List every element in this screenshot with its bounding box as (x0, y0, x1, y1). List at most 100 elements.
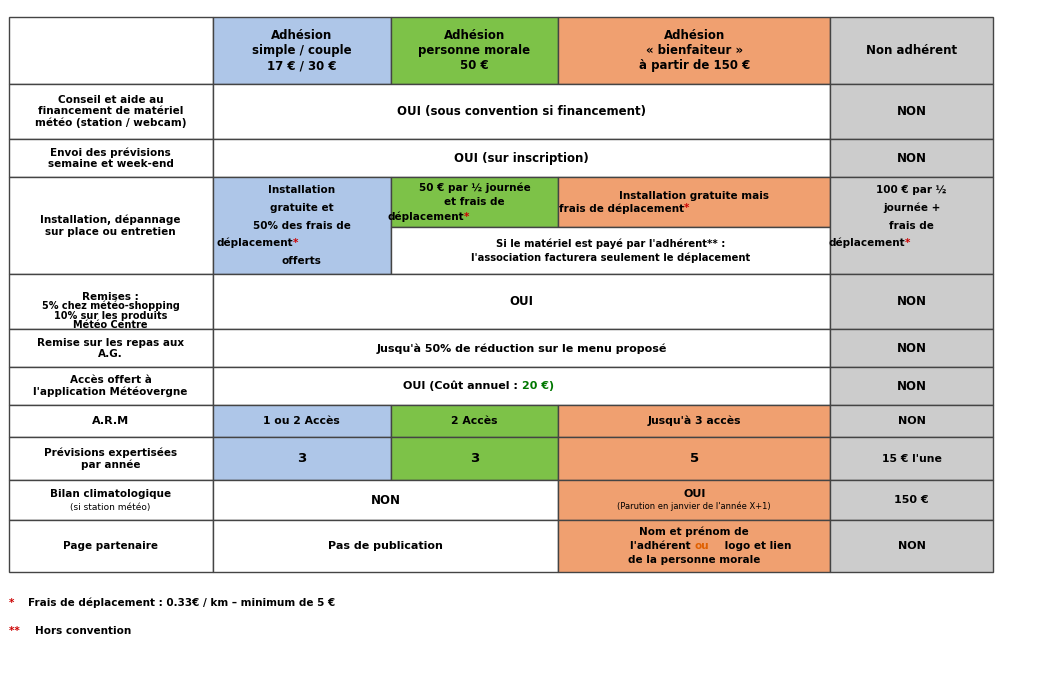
Text: OUI (sous convention si financement): OUI (sous convention si financement) (397, 105, 646, 118)
Bar (830, 480, 993, 520)
Bar (830, 139, 993, 177)
Text: NON: NON (897, 105, 927, 118)
Bar (390, 17, 559, 84)
Text: OUI: OUI (683, 489, 705, 499)
Text: OUI (Coût annuel :: OUI (Coût annuel : (403, 380, 521, 392)
Text: frais de déplacement: frais de déplacement (559, 203, 684, 213)
Text: (Parution en janvier de l'année X+1): (Parution en janvier de l'année X+1) (617, 502, 771, 511)
Bar (9, 480, 213, 520)
Text: de la personne morale: de la personne morale (628, 555, 761, 565)
Text: Remises :: Remises : (82, 292, 139, 302)
Text: Jusqu'à 50% de réduction sur le menu proposé: Jusqu'à 50% de réduction sur le menu pro… (377, 343, 667, 353)
Bar (559, 520, 830, 572)
Text: A.R.M: A.R.M (92, 416, 129, 426)
Text: NON: NON (897, 342, 927, 355)
Text: journée +: journée + (883, 202, 941, 213)
Bar (213, 367, 830, 405)
Bar (213, 274, 830, 329)
Text: Bilan climatologique: Bilan climatologique (50, 489, 171, 499)
Text: Pas de publication: Pas de publication (328, 541, 443, 551)
Text: 50 € par ½ journée: 50 € par ½ journée (418, 182, 530, 193)
Bar (213, 480, 559, 520)
Bar (830, 274, 993, 329)
Bar (9, 139, 213, 177)
Text: OUI (sur inscription): OUI (sur inscription) (454, 152, 588, 165)
Text: Conseil et aide au
financement de matériel
météo (station / webcam): Conseil et aide au financement de matéri… (35, 95, 186, 128)
Text: Adhésion
personne morale
50 €: Adhésion personne morale 50 € (418, 29, 531, 72)
Bar (559, 480, 830, 520)
Bar (559, 437, 830, 480)
Bar (213, 84, 830, 139)
Text: (si station météo): (si station météo) (70, 503, 151, 512)
Text: OUI: OUI (510, 295, 533, 308)
Text: Installation, dépannage
sur place ou entretien: Installation, dépannage sur place ou ent… (40, 214, 181, 236)
Text: et frais de: et frais de (444, 198, 504, 207)
Bar (9, 405, 213, 437)
Bar (559, 17, 830, 84)
Bar (9, 177, 213, 274)
Text: NON: NON (370, 493, 400, 507)
Text: 10% sur les produits: 10% sur les produits (54, 310, 167, 321)
Text: Si le matériel est payé par l'adhérent** :: Si le matériel est payé par l'adhérent**… (496, 238, 726, 249)
Bar (390, 405, 559, 437)
Text: NON: NON (897, 380, 927, 392)
Bar (390, 177, 559, 227)
Text: déplacement: déplacement (387, 211, 464, 222)
Text: 100 € par ½: 100 € par ½ (877, 185, 947, 195)
Text: offerts: offerts (282, 256, 321, 266)
Text: Adhésion
simple / couple
17 € / 30 €: Adhésion simple / couple 17 € / 30 € (252, 29, 351, 72)
Text: *: * (684, 203, 689, 213)
Text: l'adhérent: l'adhérent (630, 541, 695, 551)
Bar (830, 329, 993, 367)
Text: Page partenaire: Page partenaire (63, 541, 159, 551)
Text: 3: 3 (297, 452, 306, 465)
Text: 2 Accès: 2 Accès (451, 416, 498, 426)
Text: Jusqu'à 3 accès: Jusqu'à 3 accès (648, 416, 741, 426)
Text: Adhésion
« bienfaiteur »
à partir de 150 €: Adhésion « bienfaiteur » à partir de 150… (638, 29, 750, 72)
Text: Installation: Installation (268, 185, 335, 195)
Text: 5: 5 (689, 452, 699, 465)
Text: 150 €: 150 € (894, 495, 929, 505)
Bar (390, 437, 559, 480)
Bar (9, 520, 213, 572)
Text: Nom et prénom de: Nom et prénom de (639, 527, 749, 537)
Text: 1 ou 2 Accès: 1 ou 2 Accès (263, 416, 340, 426)
Bar (9, 367, 213, 405)
Bar (9, 329, 213, 367)
Bar (213, 17, 390, 84)
Bar (390, 227, 830, 274)
Text: 5% chez météo-shopping: 5% chez météo-shopping (41, 301, 180, 311)
Text: Envoi des prévisions
semaine et week-end: Envoi des prévisions semaine et week-end (48, 147, 173, 169)
Bar (559, 405, 830, 437)
Bar (9, 17, 213, 84)
Bar (213, 405, 390, 437)
Text: *: * (905, 238, 911, 248)
Bar (830, 437, 993, 480)
Text: 15 € l'une: 15 € l'une (882, 454, 942, 464)
Bar (213, 329, 830, 367)
Bar (213, 520, 559, 572)
Text: Météo Centre: Météo Centre (73, 320, 148, 330)
Bar (213, 437, 390, 480)
Text: l'association facturera seulement le déplacement: l'association facturera seulement le dép… (471, 252, 750, 263)
Text: logo et lien: logo et lien (721, 541, 792, 551)
Text: Remise sur les repas aux
A.G.: Remise sur les repas aux A.G. (37, 337, 184, 359)
Text: NON: NON (898, 541, 926, 551)
Text: Frais de déplacement : 0.33€ / km – minimum de 5 €: Frais de déplacement : 0.33€ / km – mini… (28, 597, 335, 608)
Text: 20 €): 20 €) (521, 381, 553, 391)
Bar (830, 177, 993, 274)
Text: NON: NON (897, 152, 927, 165)
Text: déplacement: déplacement (829, 238, 905, 248)
Bar (830, 520, 993, 572)
Bar (213, 139, 830, 177)
Bar (213, 177, 390, 274)
Bar (830, 405, 993, 437)
Bar (9, 84, 213, 139)
Text: NON: NON (898, 416, 926, 426)
Text: *: * (9, 598, 17, 608)
Text: gratuite et: gratuite et (270, 203, 333, 213)
Text: **: ** (9, 626, 23, 635)
Text: Hors convention: Hors convention (35, 626, 131, 635)
Bar (830, 84, 993, 139)
Bar (830, 17, 993, 84)
